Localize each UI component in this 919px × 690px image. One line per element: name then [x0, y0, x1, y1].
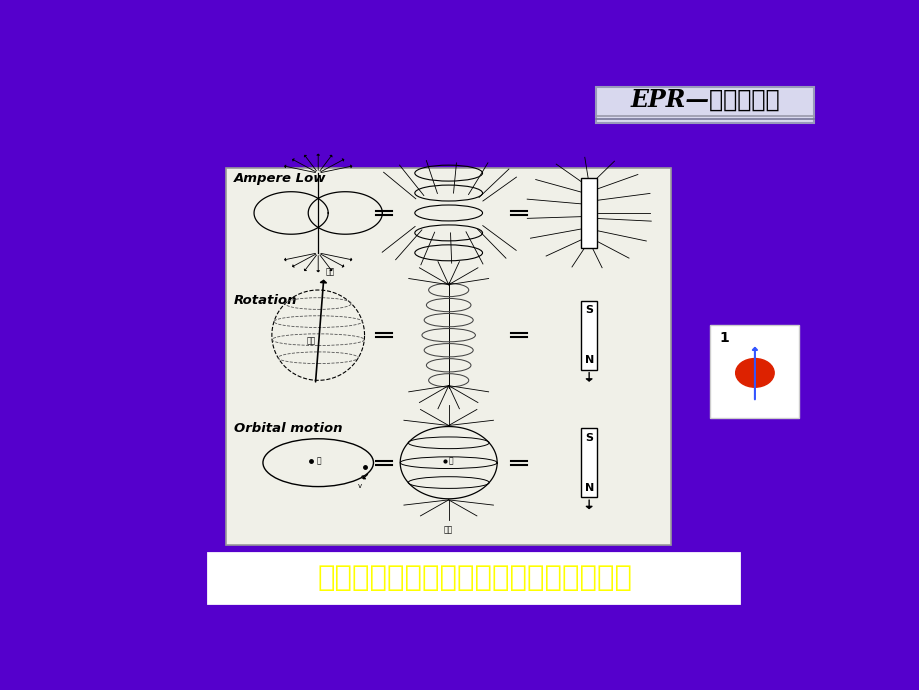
Bar — [225, 168, 671, 545]
Bar — [581, 301, 596, 370]
Text: EPR—基本原理三: EPR—基本原理三 — [630, 88, 779, 112]
Bar — [581, 428, 596, 497]
Circle shape — [735, 359, 773, 387]
Bar — [596, 86, 813, 123]
Text: 1: 1 — [719, 331, 729, 345]
Text: 核: 核 — [316, 457, 321, 466]
Text: v: v — [357, 483, 361, 489]
Text: e⁻: e⁻ — [360, 474, 369, 480]
Bar — [709, 324, 799, 417]
Text: N: N — [584, 355, 593, 365]
Text: S: S — [584, 433, 593, 443]
Text: 自旋: 自旋 — [325, 268, 335, 277]
Text: Orbital motion: Orbital motion — [233, 422, 342, 435]
Text: N: N — [584, 482, 593, 493]
Bar — [208, 553, 738, 604]
Text: 做自旋运动的电子可视为一个微小磁体。: 做自旋运动的电子可视为一个微小磁体。 — [317, 564, 632, 592]
Text: S: S — [584, 305, 593, 315]
Text: Rotation: Rotation — [233, 294, 297, 307]
Text: 电子: 电子 — [306, 336, 315, 345]
Text: 电流: 电流 — [444, 525, 453, 534]
Text: Ampere Low: Ampere Low — [233, 172, 326, 185]
Text: 核: 核 — [448, 457, 453, 466]
Bar — [581, 179, 596, 248]
